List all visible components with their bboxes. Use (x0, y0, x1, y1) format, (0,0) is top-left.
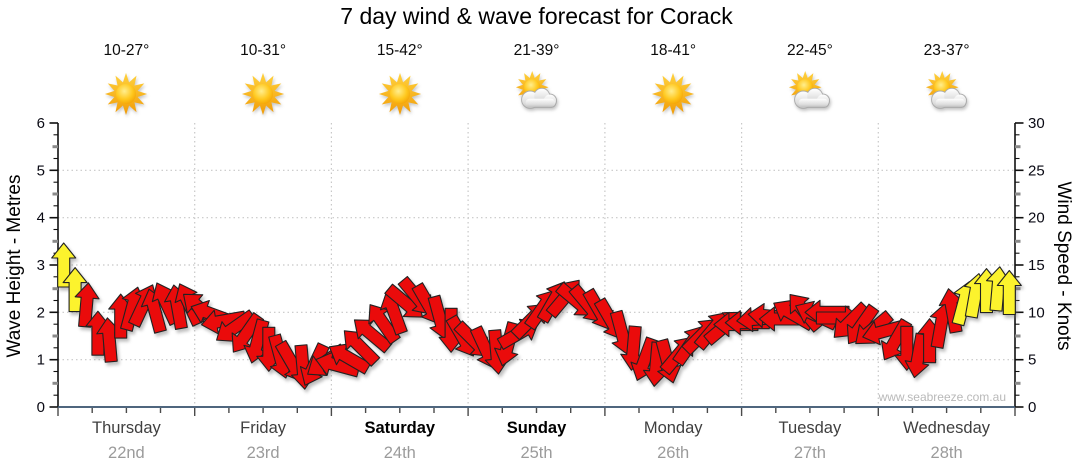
right-axis-title: Wind Speed - Knots (1053, 181, 1074, 351)
temp-range-friday: 10-31° (240, 42, 287, 59)
cloud (930, 87, 967, 109)
date-label-tuesday: 27th (793, 444, 826, 462)
day-label-saturday: Saturday (364, 419, 436, 437)
axis-tick-label: 3 (37, 257, 45, 274)
day-label-wednesday: Wednesday (903, 419, 991, 437)
axis-tick-label: 2 (37, 304, 45, 321)
wind-arrow (996, 269, 1022, 316)
watermark: www.seabreeze.com.au (878, 390, 1006, 404)
sun-disc (116, 83, 137, 105)
axis-tick-label: 6 (37, 115, 45, 132)
temp-range-saturday: 15-42° (376, 42, 423, 59)
date-label-monday: 26th (657, 444, 690, 462)
temp-range-tuesday: 22-45° (786, 42, 833, 59)
wind-arrow-series (51, 242, 1022, 390)
sun-icon (652, 72, 695, 116)
day-label-monday: Monday (643, 419, 703, 437)
axis-tick-label: 20 (1028, 210, 1045, 227)
axis-tick-label: 4 (37, 210, 45, 227)
page-title: 7 day wind & wave forecast for Corack (340, 3, 733, 29)
sun-disc (663, 83, 684, 105)
left-axis-title: Wave Height - Metres (4, 174, 25, 358)
day-label-tuesday: Tuesday (778, 419, 842, 437)
date-label-friday: 23rd (246, 444, 280, 462)
day-label-friday: Friday (240, 419, 287, 437)
axis-tick-label: 5 (37, 162, 45, 179)
sun-cloud-icon (788, 70, 830, 109)
day-label-sunday: Sunday (506, 419, 567, 437)
date-label-saturday: 24th (383, 444, 416, 462)
sun-cloud-icon (925, 70, 967, 109)
sun-cloud-icon (515, 70, 557, 109)
wind-arrow (74, 282, 100, 328)
temp-range-sunday: 21-39° (513, 42, 560, 59)
axis-tick-label: 15 (1028, 257, 1045, 274)
cloud (793, 87, 830, 109)
sun-icon (378, 72, 421, 116)
date-label-sunday: 25th (520, 444, 553, 462)
axis-tick-label: 1 (37, 352, 45, 369)
axis-tick-label: 10 (1028, 304, 1045, 321)
axis-tick-label: 30 (1028, 115, 1045, 132)
sun-icon (242, 72, 285, 116)
axis-tick-label: 0 (1028, 399, 1036, 416)
temp-range-thursday: 10-27° (103, 42, 150, 59)
day-label-thursday: Thursday (92, 419, 161, 437)
date-label-wednesday: 28th (930, 444, 963, 462)
sun-disc (389, 83, 410, 105)
temp-range-monday: 18-41° (650, 42, 697, 59)
sun-icon (105, 72, 148, 116)
cloud (520, 87, 557, 109)
sun-disc (253, 83, 274, 105)
axis-tick-label: 25 (1028, 162, 1045, 179)
date-label-thursday: 22nd (108, 444, 145, 462)
temp-range-wednesday: 23-37° (923, 42, 970, 59)
axis-tick-label: 5 (1028, 352, 1036, 369)
axis-tick-label: 0 (37, 399, 45, 416)
